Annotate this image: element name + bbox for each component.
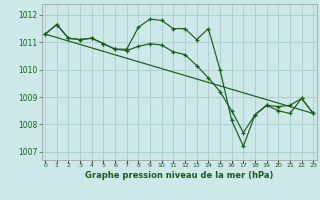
X-axis label: Graphe pression niveau de la mer (hPa): Graphe pression niveau de la mer (hPa) xyxy=(85,171,273,180)
